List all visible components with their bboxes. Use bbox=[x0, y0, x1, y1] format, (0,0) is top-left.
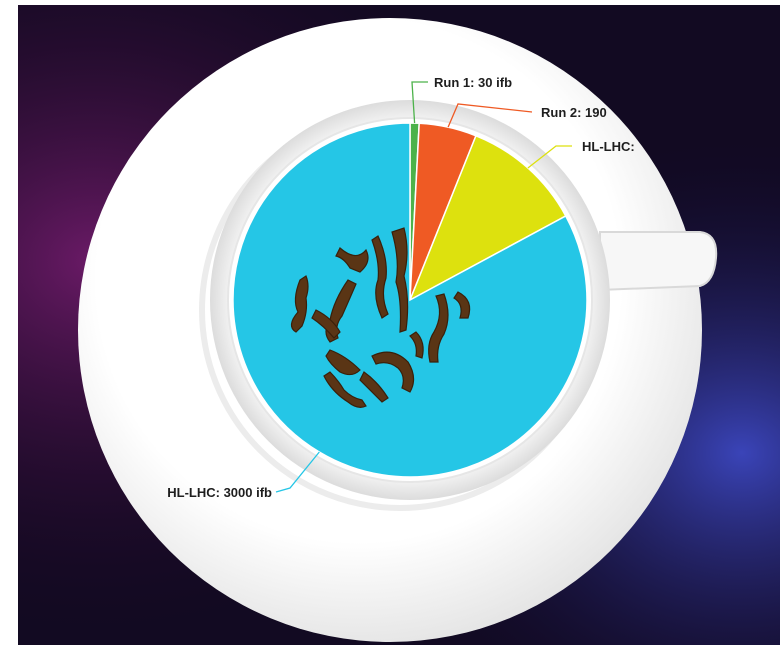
leader-line-1 bbox=[447, 103, 533, 128]
leader-line-0 bbox=[411, 81, 428, 124]
pie-chart bbox=[232, 122, 588, 478]
tea-leaves-decoration bbox=[290, 227, 471, 408]
pie-slice-hl-lhc-3000-ifb-3 bbox=[232, 122, 588, 478]
slice-label-0: Run 1: 30 ifb bbox=[434, 75, 512, 90]
slice-label-1: Run 2: 190 bbox=[541, 105, 607, 120]
top-margin bbox=[0, 0, 780, 5]
slice-label-3: HL-LHC: 3000 ifb bbox=[167, 485, 272, 500]
pie-labels: Run 1: 30 ifb Run 2: 190 HL-LHC: HL-LHC: 30… bbox=[167, 75, 634, 500]
leader-line-2 bbox=[527, 145, 572, 169]
left-margin bbox=[0, 0, 18, 645]
cup-handle bbox=[599, 231, 718, 292]
slice-label-2: HL-LHC: bbox=[582, 139, 635, 154]
leader-line-3 bbox=[275, 451, 320, 493]
